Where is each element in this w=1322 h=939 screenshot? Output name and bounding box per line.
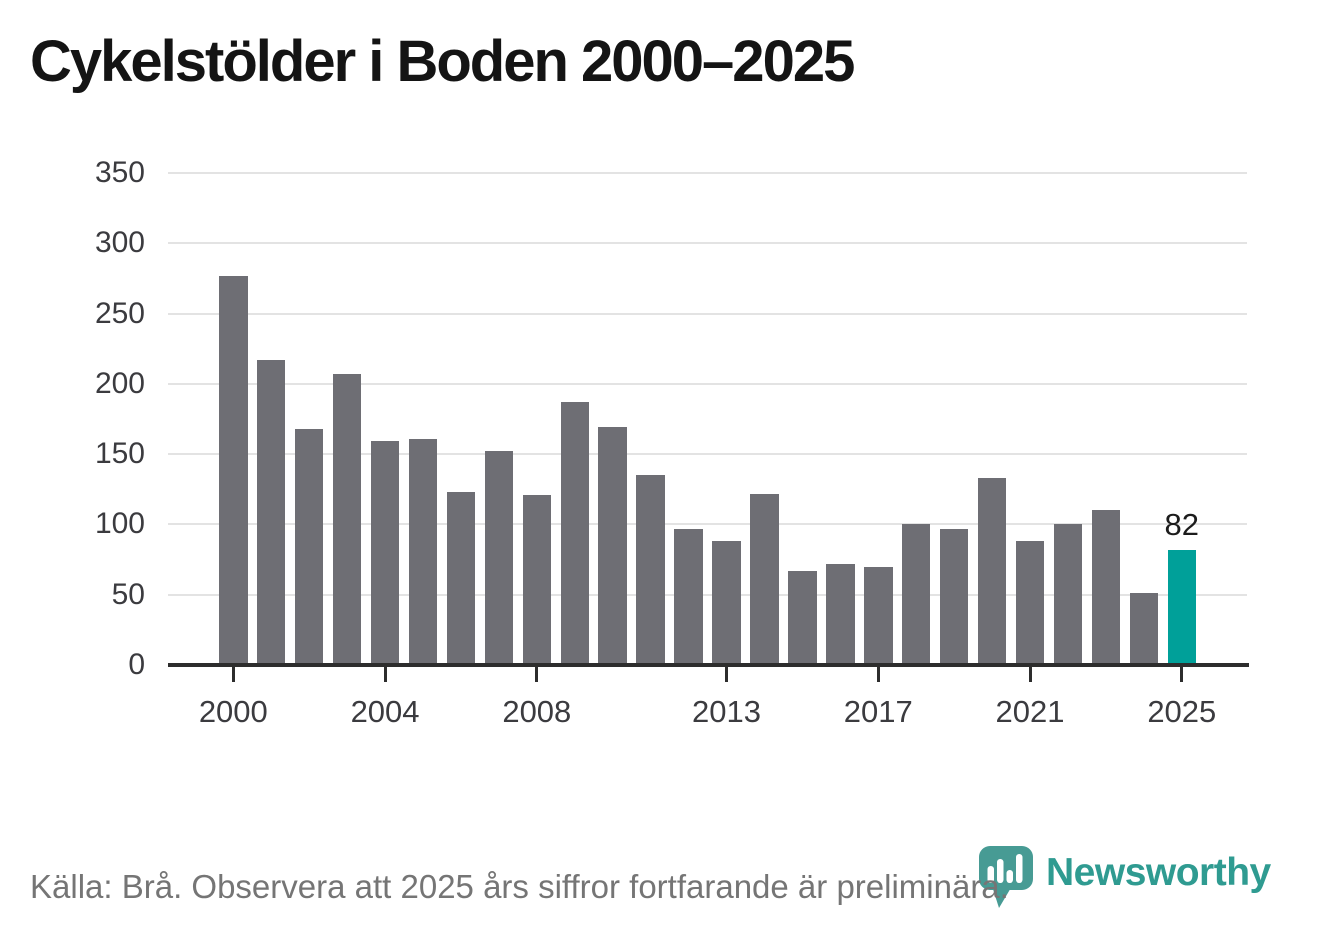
y-axis-label-300: 300 (94, 226, 145, 260)
x-axis-line (168, 663, 1249, 667)
x-axis-label-2025: 2025 (1147, 694, 1217, 729)
bar-2024 (1129, 593, 1159, 665)
x-axis-label-2004: 2004 (350, 694, 420, 729)
newsworthy-logo-icon (979, 846, 1033, 908)
bar-2010 (598, 427, 627, 665)
bar-2005 (408, 438, 438, 665)
bar-2015 (788, 570, 817, 665)
bar-value-label: 82 (1164, 506, 1200, 542)
gridline-150 (168, 453, 1247, 456)
gridline-100 (168, 523, 1247, 526)
gridline-350 (168, 172, 1247, 174)
bar-2006 (446, 492, 476, 665)
x-axis-tick-2013 (725, 667, 729, 682)
y-axis-label-150: 150 (94, 437, 145, 471)
x-axis-label-2017: 2017 (843, 694, 913, 729)
bar-2014 (750, 493, 779, 665)
bar-2023 (1091, 510, 1121, 665)
bar-2004 (370, 441, 400, 665)
bar-2008 (522, 494, 552, 665)
bar-2019 (939, 528, 969, 665)
bar-2018 (901, 524, 931, 665)
gridline-50 (168, 593, 1247, 596)
x-axis-label-2021: 2021 (995, 694, 1065, 729)
gridline-200 (168, 382, 1247, 385)
bar-2007 (484, 451, 514, 665)
bar-2013 (712, 541, 741, 665)
bar-2025 (1167, 549, 1197, 665)
x-axis-label-2000: 2000 (198, 694, 268, 729)
bar-2016 (826, 563, 855, 665)
y-axis-label-100: 100 (94, 507, 145, 541)
x-axis-tick-2000 (231, 667, 235, 682)
bar-2000 (219, 275, 248, 665)
chart-title: Cykelstölder i Boden 2000–2025 (30, 29, 855, 94)
y-axis-label-350: 350 (94, 156, 145, 189)
newsworthy-wordmark: Newsworthy (1046, 851, 1271, 894)
bar-2011 (636, 475, 665, 665)
bar-2021 (1015, 541, 1045, 665)
x-axis-tick-2017 (876, 667, 880, 682)
y-axis-label-0: 0 (128, 648, 145, 681)
x-axis-label-2008: 2008 (502, 694, 572, 729)
bar-2002 (294, 428, 324, 665)
bar-2001 (256, 359, 286, 665)
bar-2020 (977, 478, 1007, 665)
bar-2022 (1053, 524, 1083, 665)
source-note: Källa: Brå. Observera att 2025 års siffr… (30, 868, 1009, 905)
x-axis-tick-2021 (1028, 667, 1032, 682)
x-axis-tick-2025 (1180, 667, 1184, 682)
x-axis-label-2013: 2013 (692, 694, 761, 729)
bar-2012 (674, 528, 703, 665)
y-axis-label-50: 50 (111, 577, 145, 611)
x-axis-tick-2008 (535, 667, 539, 682)
bar-2009 (560, 402, 589, 665)
gridline-250 (168, 312, 1247, 315)
gridline-300 (168, 242, 1247, 245)
y-axis-label-250: 250 (94, 296, 145, 330)
y-axis-label-200: 200 (94, 366, 145, 400)
bar-2003 (332, 374, 362, 665)
bar-2017 (864, 566, 893, 665)
x-axis-tick-2004 (383, 667, 387, 682)
